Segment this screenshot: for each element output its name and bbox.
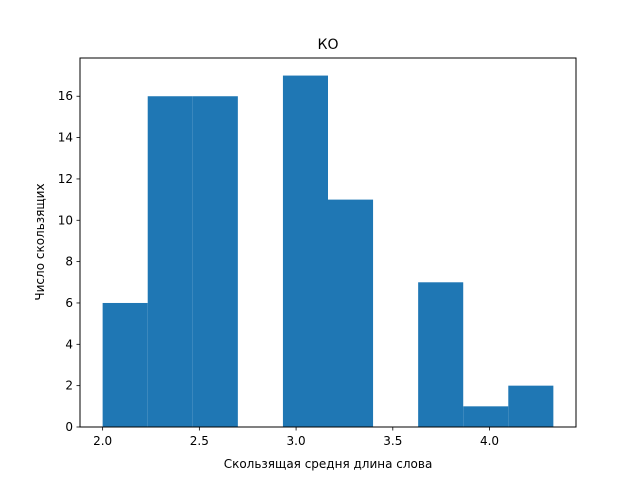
y-tick-label: 10 — [58, 213, 73, 227]
x-axis: 2.0 2.5 3.0 3.5 4.0 — [93, 427, 499, 448]
y-tick-label: 12 — [58, 172, 73, 186]
y-tick-label: 4 — [65, 337, 73, 351]
histogram-bar-0 — [102, 302, 148, 427]
x-tick-label: 2.0 — [93, 434, 112, 448]
histogram-bar-5 — [328, 199, 374, 427]
y-axis-label: Число скользящих — [33, 183, 47, 300]
histogram-bar-7 — [418, 282, 464, 427]
x-tick-label: 3.5 — [383, 434, 402, 448]
y-tick-label: 0 — [65, 420, 73, 434]
y-tick-label: 16 — [58, 89, 73, 103]
histogram-bar-2 — [192, 96, 238, 428]
histogram-bar-8 — [463, 406, 509, 427]
bars-group — [102, 75, 554, 428]
chart-title: КО — [318, 37, 339, 53]
histogram-bar-4 — [282, 75, 328, 427]
x-tick-label: 2.5 — [190, 434, 209, 448]
plot-frame — [79, 57, 577, 428]
x-axis-label: Скользящая средня длина слова — [224, 457, 433, 471]
y-axis: 0 2 4 6 8 10 12 14 16 — [58, 89, 80, 434]
x-tick-label: 4.0 — [480, 434, 499, 448]
y-tick-label: 14 — [58, 131, 73, 145]
histogram-bar-9 — [508, 385, 554, 427]
histogram-bar-1 — [147, 96, 193, 428]
y-tick-label: 2 — [65, 379, 73, 393]
y-tick-label: 6 — [65, 296, 73, 310]
y-tick-label: 8 — [65, 255, 73, 269]
x-tick-label: 3.0 — [287, 434, 306, 448]
